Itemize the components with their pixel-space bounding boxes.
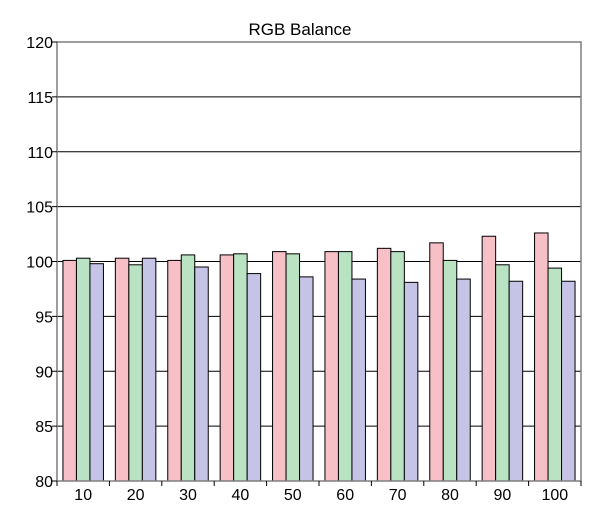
bars [62, 232, 576, 482]
chart-title: RGB Balance [249, 20, 352, 39]
bar-10-s1 [62, 259, 77, 482]
y-tick-label: 90 [35, 364, 53, 381]
x-tick-label: 70 [389, 487, 407, 504]
bar-90-s3 [508, 280, 524, 482]
x-axis-ticks: 10 20 30 40 50 60 70 80 90 100 [56, 481, 582, 504]
bar-60-s1 [324, 251, 339, 482]
y-tick-label: 85 [35, 419, 53, 436]
bar-30-s3 [194, 266, 209, 482]
bar-40-s3 [246, 273, 262, 482]
x-tick-label: 20 [127, 487, 145, 504]
x-tick-label: 80 [441, 487, 459, 504]
bar-100-s3 [561, 280, 576, 482]
x-tick-label: 100 [541, 487, 568, 504]
x-tick-label: 40 [232, 487, 250, 504]
y-tick-label: 105 [26, 200, 53, 217]
bar-50-s3 [299, 276, 314, 482]
bar-70-s1 [376, 247, 392, 482]
y-tick-label: 120 [26, 35, 53, 52]
bar-20-s2 [128, 264, 143, 482]
bar-10-s2 [75, 257, 91, 482]
bar-80-s2 [442, 259, 458, 482]
x-tick-label: 60 [336, 487, 354, 504]
bar-70-s3 [403, 281, 419, 482]
bar-20-s3 [141, 257, 157, 482]
bar-80-s3 [456, 278, 471, 482]
x-tick-label: 50 [284, 487, 302, 504]
bar-60-s2 [337, 251, 353, 482]
y-axis-ticks: 80 85 90 95 100 105 110 115 120 [26, 35, 57, 491]
y-tick-label: 115 [27, 90, 53, 107]
bar-100-s2 [547, 267, 563, 482]
bar-30-s1 [167, 259, 182, 482]
bar-40-s1 [219, 254, 235, 482]
bar-50-s1 [272, 251, 287, 482]
bar-100-s1 [534, 232, 549, 482]
bar-70-s2 [390, 251, 405, 482]
bar-90-s2 [495, 264, 510, 482]
y-tick-label: 95 [35, 309, 53, 326]
bar-90-s1 [481, 235, 497, 482]
y-tick-label: 100 [26, 255, 53, 272]
bar-60-s3 [351, 278, 366, 482]
y-tick-label: 110 [27, 145, 53, 162]
bar-30-s2 [180, 254, 196, 482]
bar-80-s1 [429, 242, 444, 482]
bar-40-s2 [233, 253, 248, 482]
bar-10-s3 [89, 263, 104, 482]
x-tick-label: 10 [74, 487, 92, 504]
y-tick-label: 80 [35, 474, 53, 491]
bar-20-s1 [114, 257, 130, 482]
x-tick-label: 30 [179, 487, 197, 504]
bar-50-s2 [285, 253, 301, 482]
x-tick-label: 90 [494, 487, 512, 504]
